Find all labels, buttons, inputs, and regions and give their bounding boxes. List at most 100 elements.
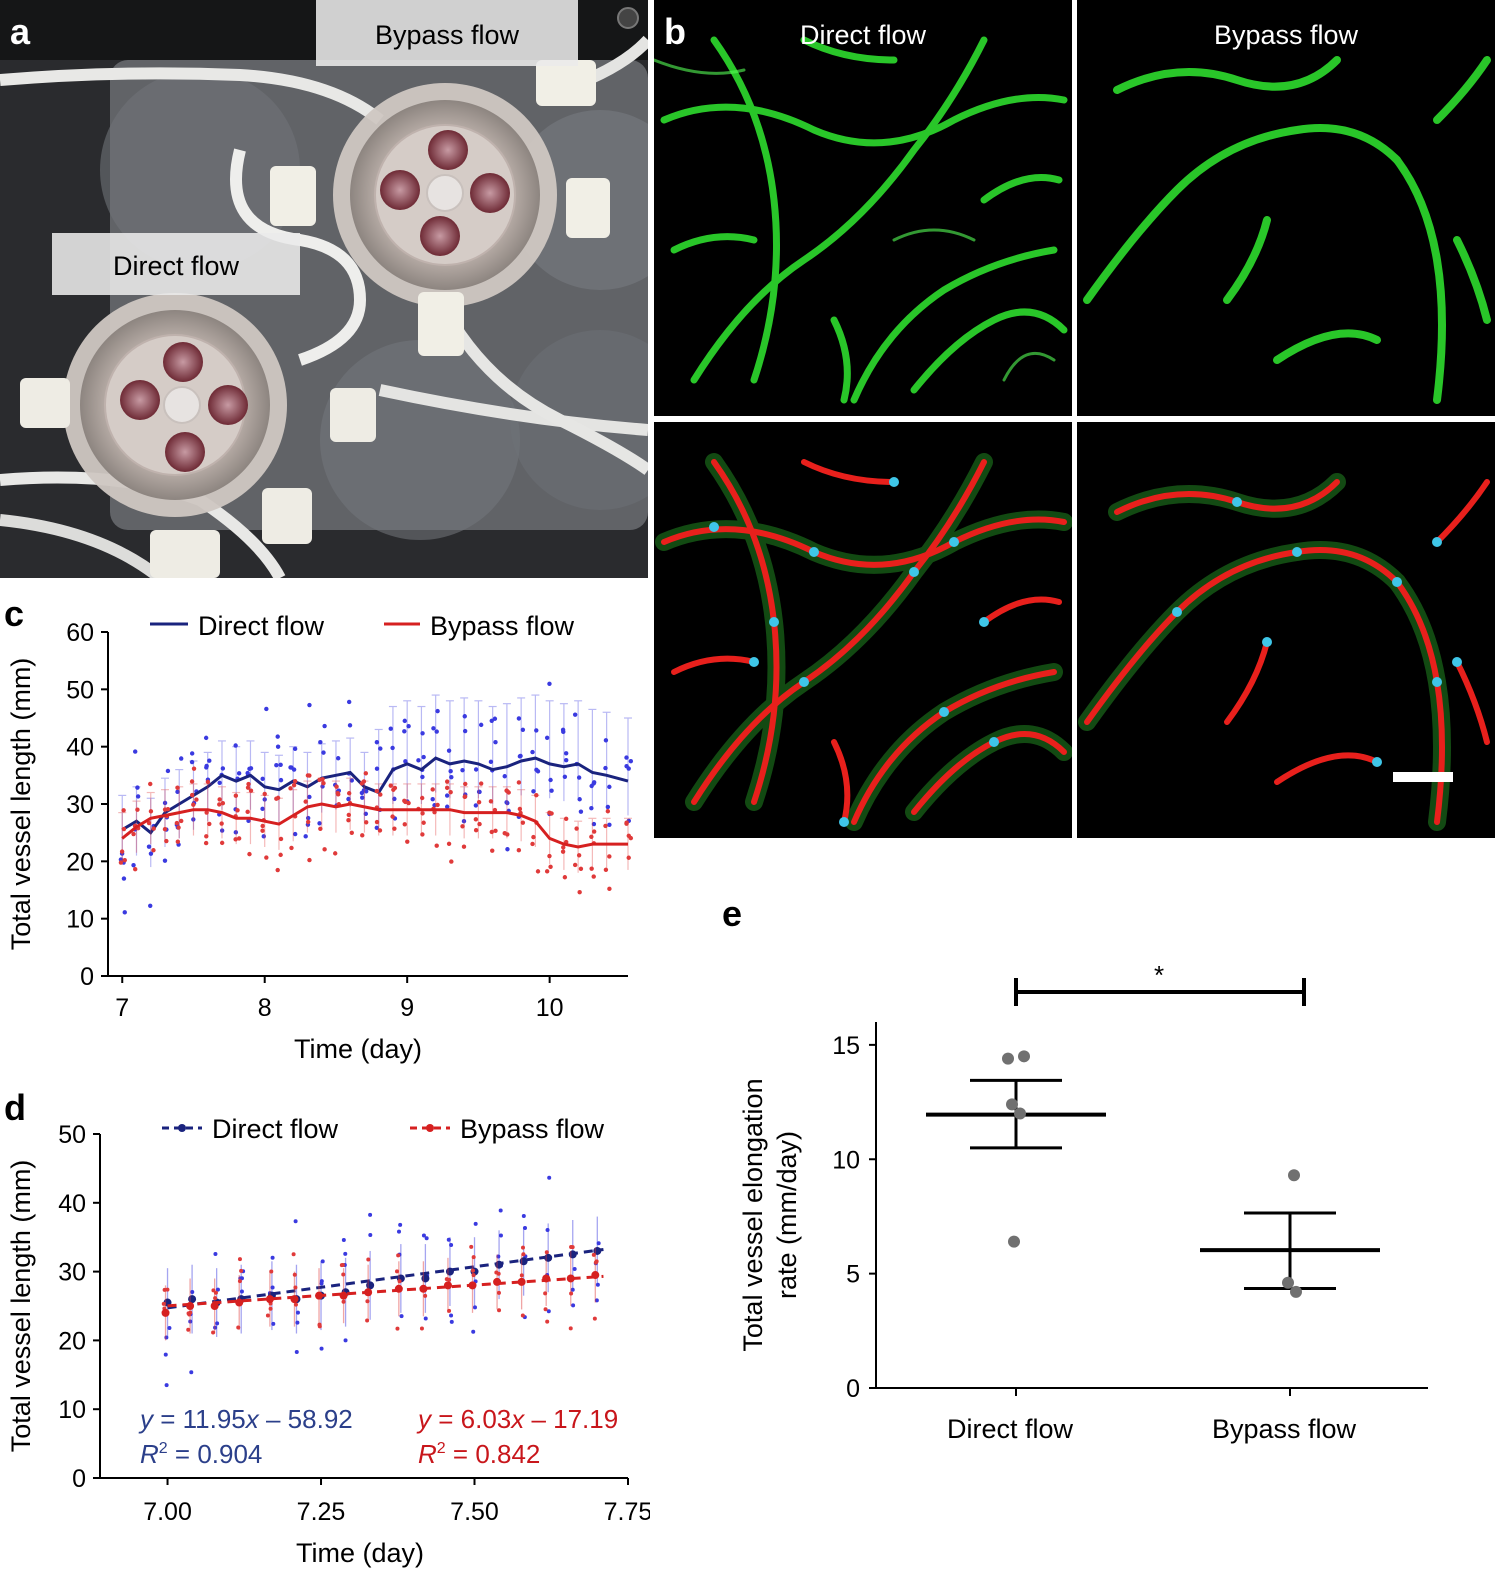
data-point xyxy=(496,1271,501,1276)
data-point xyxy=(396,1229,401,1234)
x-tick-label: 9 xyxy=(400,994,414,1022)
data-point xyxy=(628,758,634,764)
chart-c: 0 10 20 30 40 50 60 7 8 9 10 Time (day) Total vessel… xyxy=(6,611,634,1064)
data-point xyxy=(179,818,184,824)
data-point xyxy=(333,851,338,856)
legend-marker-bypass xyxy=(426,1124,434,1132)
data-point xyxy=(236,836,242,841)
data-point xyxy=(318,826,323,832)
data-point xyxy=(420,774,425,780)
data-point xyxy=(520,727,526,733)
data-point xyxy=(473,1221,478,1226)
data-point xyxy=(544,1250,549,1255)
data-point xyxy=(349,778,354,783)
data-point xyxy=(378,746,383,751)
data-point xyxy=(569,1291,574,1296)
micro-bypass-skeleton xyxy=(1077,422,1495,838)
data-point xyxy=(490,848,495,853)
y-axis-label: Total vessel length (mm) xyxy=(6,1160,36,1453)
data-point xyxy=(162,800,168,806)
panel-letter-e: e xyxy=(722,893,743,934)
direct-r-value: = 0.904 xyxy=(168,1439,263,1469)
data-point xyxy=(548,777,553,783)
data-point xyxy=(595,1282,600,1287)
data-point xyxy=(292,1272,297,1277)
y-tick-label: 0 xyxy=(72,1465,86,1493)
data-point xyxy=(260,806,265,812)
data-point xyxy=(603,738,609,743)
data-point xyxy=(148,809,154,814)
data-point xyxy=(346,818,351,823)
data-point xyxy=(563,816,569,821)
data-point xyxy=(360,795,365,800)
data-point xyxy=(446,841,452,847)
data-point xyxy=(317,821,322,826)
data-point xyxy=(248,766,254,771)
data-point xyxy=(594,1298,599,1303)
data-point xyxy=(534,767,539,773)
data-point xyxy=(305,773,311,778)
data-point xyxy=(293,1285,298,1290)
data-point xyxy=(236,771,242,776)
data-point xyxy=(343,1251,348,1256)
data-point xyxy=(151,826,156,831)
x-tick-label: 7.25 xyxy=(297,1498,346,1526)
x-tick-label: 8 xyxy=(258,994,272,1022)
data-point xyxy=(398,1222,403,1227)
micro-bypass-raw: Bypass flow xyxy=(1077,0,1495,416)
error-bars-bypass xyxy=(164,1247,596,1341)
micro-direct-raw: Direct flow xyxy=(654,0,1072,416)
data-point xyxy=(521,1213,526,1218)
data-point xyxy=(264,706,269,712)
data-point xyxy=(165,806,171,812)
data-point xyxy=(489,829,494,835)
data-point xyxy=(449,774,454,780)
data-point xyxy=(162,826,168,832)
data-point xyxy=(473,828,479,833)
data-point xyxy=(463,781,468,787)
data-point xyxy=(476,799,482,805)
data-point xyxy=(1008,1235,1020,1248)
data-point xyxy=(164,1383,169,1388)
data-point xyxy=(361,779,367,784)
data-point xyxy=(394,1269,399,1274)
data-point xyxy=(591,821,597,827)
data-point xyxy=(305,819,311,825)
data-point xyxy=(574,826,579,831)
data-point xyxy=(607,854,612,859)
data-point xyxy=(203,735,209,741)
y-axis-label-line2: rate (mm/day) xyxy=(772,1131,802,1299)
data-point xyxy=(213,1252,218,1257)
data-point xyxy=(519,1273,524,1278)
data-point xyxy=(591,874,596,879)
data-point xyxy=(164,1335,169,1340)
data-point xyxy=(448,789,453,795)
data-point xyxy=(264,855,269,860)
data-point xyxy=(322,723,327,729)
x-axis-label: Time (day) xyxy=(296,1538,424,1568)
data-point xyxy=(336,756,341,761)
device-photo: Bypass flow Direct flow xyxy=(0,0,648,578)
data-point xyxy=(295,1320,300,1325)
data-point xyxy=(361,788,367,793)
data-point xyxy=(292,746,298,752)
data-point xyxy=(498,1233,503,1238)
data-point xyxy=(435,802,440,808)
data-point xyxy=(203,840,209,846)
data-point xyxy=(131,862,136,868)
data-point xyxy=(497,1308,502,1313)
data-point xyxy=(448,769,453,774)
data-point xyxy=(146,820,152,826)
data-point xyxy=(521,1252,526,1257)
data-point xyxy=(449,1319,454,1324)
data-point xyxy=(122,857,127,863)
bypass-flow-label-box: Bypass flow xyxy=(316,0,578,66)
data-point xyxy=(220,800,226,806)
points-bypass xyxy=(118,766,634,895)
data-point xyxy=(341,1238,346,1243)
data-point xyxy=(471,1255,476,1260)
fit-line-direct xyxy=(167,1247,604,1310)
data-point xyxy=(268,1306,273,1311)
data-point xyxy=(219,828,225,833)
direct-r-symbol: R xyxy=(140,1439,159,1469)
